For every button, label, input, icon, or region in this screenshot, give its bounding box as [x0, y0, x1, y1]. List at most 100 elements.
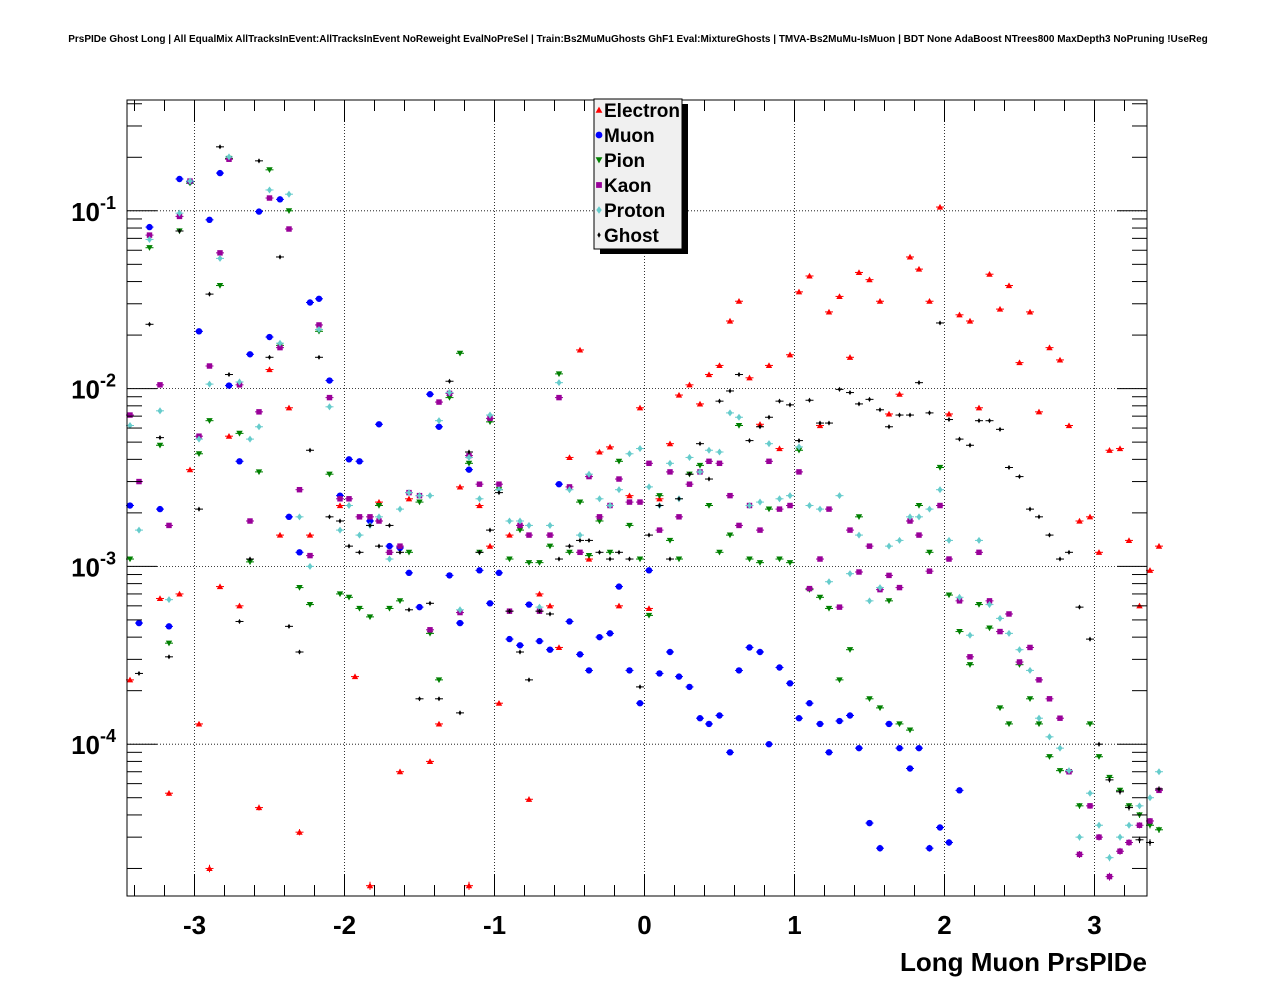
data-point — [346, 496, 352, 502]
data-point — [345, 456, 353, 463]
data-point — [606, 630, 614, 637]
data-point — [426, 758, 434, 764]
data-point — [1046, 696, 1053, 702]
data-point — [927, 410, 932, 416]
data-point — [837, 386, 842, 392]
data-point — [686, 381, 693, 388]
data-point — [345, 594, 353, 601]
data-point — [217, 250, 223, 256]
data-point — [908, 412, 912, 418]
data-point — [416, 499, 423, 506]
data-point — [266, 186, 273, 194]
data-point — [1126, 821, 1132, 829]
data-point — [677, 496, 681, 502]
data-point — [566, 486, 573, 494]
y-tick-label: 10-4 — [71, 726, 116, 760]
x-tick-label: 0 — [637, 910, 651, 940]
data-point — [986, 271, 993, 277]
data-point — [257, 158, 261, 164]
data-point — [147, 321, 152, 327]
data-point — [816, 720, 824, 728]
data-point — [146, 235, 153, 243]
data-point — [518, 649, 522, 655]
data-point — [626, 450, 633, 458]
data-point — [736, 522, 742, 529]
data-point — [306, 299, 314, 306]
data-point — [687, 471, 692, 477]
data-point — [627, 556, 632, 562]
data-point — [646, 483, 652, 491]
data-point — [766, 440, 772, 448]
data-point — [397, 543, 403, 549]
data-point — [255, 469, 263, 476]
data-point — [476, 502, 483, 509]
data-point — [496, 481, 502, 487]
data-point — [1006, 611, 1012, 617]
data-point — [626, 492, 633, 499]
data-point — [1147, 818, 1153, 824]
data-point — [296, 585, 303, 591]
data-point — [426, 391, 434, 398]
data-point — [526, 521, 532, 529]
data-point — [926, 549, 933, 556]
data-point — [1046, 733, 1053, 741]
data-point — [976, 549, 982, 556]
data-point — [786, 560, 794, 566]
data-point — [236, 378, 243, 386]
data-point — [315, 295, 323, 302]
data-point — [296, 549, 303, 556]
data-point — [488, 527, 492, 533]
data-point — [236, 430, 243, 437]
data-point — [776, 664, 783, 671]
data-point — [375, 502, 383, 509]
data-point — [357, 549, 362, 555]
data-point — [248, 556, 252, 562]
data-point — [165, 640, 173, 647]
data-point — [817, 556, 823, 562]
data-point — [756, 421, 764, 427]
data-point — [405, 569, 413, 577]
data-point — [1127, 804, 1131, 811]
data-point — [157, 407, 163, 415]
data-point — [507, 608, 512, 614]
data-point — [626, 667, 633, 674]
data-point — [227, 371, 231, 378]
data-point — [747, 437, 752, 444]
data-point — [296, 513, 303, 521]
data-point — [1096, 834, 1102, 840]
data-point — [127, 421, 133, 430]
data-point — [615, 458, 623, 465]
data-point — [306, 531, 314, 538]
data-point — [897, 412, 902, 418]
data-point — [525, 560, 533, 566]
data-point — [996, 305, 1004, 312]
data-point — [915, 265, 923, 272]
data-point — [887, 424, 891, 430]
data-point — [1126, 839, 1132, 846]
data-point — [735, 422, 743, 429]
data-point — [795, 288, 803, 295]
data-point — [607, 501, 613, 510]
data-point — [936, 824, 944, 831]
data-point — [746, 644, 753, 651]
data-point — [906, 765, 914, 772]
data-point — [1026, 696, 1034, 703]
x-tick-label: -2 — [333, 910, 356, 940]
data-point — [698, 441, 702, 447]
data-point — [596, 518, 603, 525]
data-point — [916, 532, 922, 538]
data-point — [1047, 532, 1052, 538]
data-point — [1148, 839, 1152, 846]
legend-label-ghost: Ghost — [604, 226, 660, 247]
data-point — [236, 458, 243, 465]
data-point — [196, 435, 202, 443]
data-point — [177, 228, 182, 234]
data-point — [866, 819, 873, 827]
data-point — [825, 749, 833, 756]
data-point — [226, 153, 232, 161]
data-point — [176, 590, 183, 597]
data-point — [195, 720, 203, 727]
data-point — [255, 208, 263, 215]
data-point — [797, 437, 801, 444]
data-point — [427, 627, 433, 633]
